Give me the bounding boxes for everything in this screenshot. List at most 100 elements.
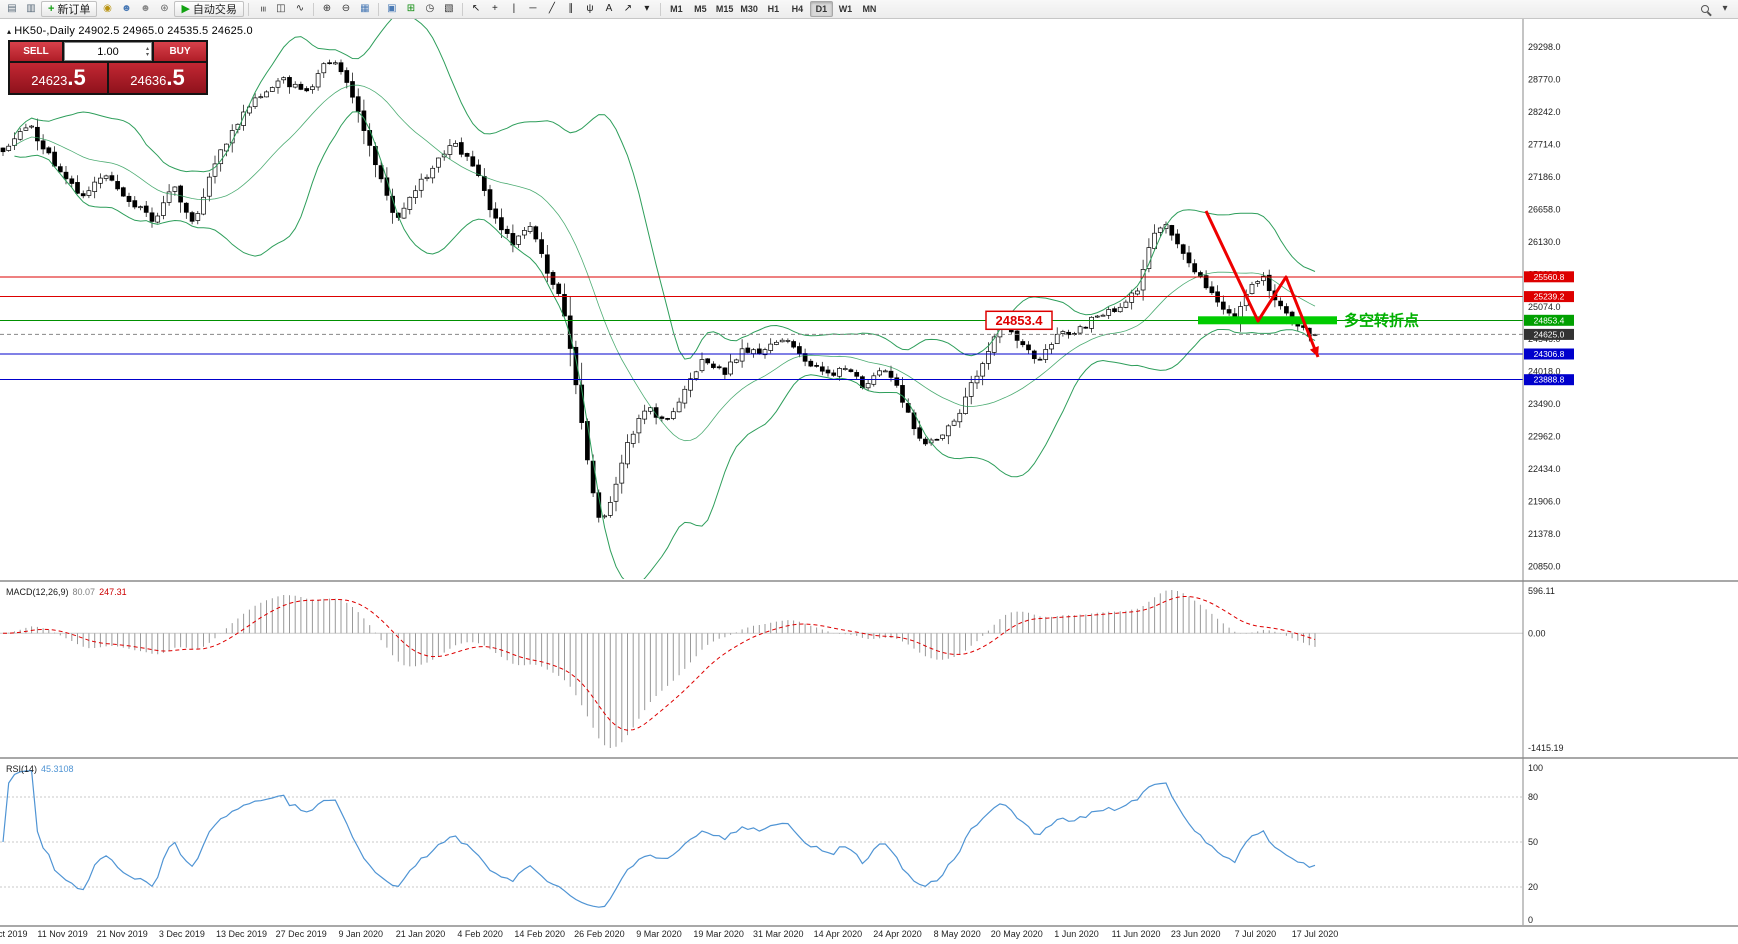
pane-separator[interactable] (0, 580, 1738, 582)
crosshair-button[interactable]: + (486, 1, 504, 17)
toolbar-menu-icon: ▾ (1722, 3, 1728, 14)
turning-point-zone[interactable] (1198, 316, 1337, 325)
templates-icon: ▧ (444, 3, 454, 14)
volume-input[interactable]: 1.00 ▴ ▾ (64, 42, 152, 61)
timeframe-w1-button[interactable]: W1 (838, 4, 853, 14)
sell-header-button[interactable]: SELL (10, 42, 62, 61)
svg-text:24853.4: 24853.4 (996, 313, 1044, 328)
indicators-button[interactable]: ⊞ (402, 1, 420, 17)
turning-point-caption[interactable]: 多空转折点 (1344, 311, 1419, 329)
objects-dropdown-button[interactable]: ▾ (638, 1, 656, 17)
price-annotation-label[interactable]: 24853.4 (985, 310, 1053, 331)
pane-separator[interactable] (0, 757, 1738, 759)
svg-text:28242.0: 28242.0 (1528, 107, 1561, 117)
svg-text:8 May 2020: 8 May 2020 (934, 929, 981, 939)
channel-button[interactable]: ∥ (562, 1, 580, 17)
zoom-in-button[interactable]: ⊕ (318, 1, 336, 17)
cursor-icon: ↖ (471, 3, 481, 14)
contacts-button[interactable]: ☻ (117, 1, 135, 17)
svg-text:7 Jul 2020: 7 Jul 2020 (1235, 929, 1277, 939)
vertical-line-icon: | (512, 3, 516, 14)
pitchfork-button[interactable]: ψ (581, 1, 599, 17)
svg-text:29298.0: 29298.0 (1528, 42, 1561, 52)
zoom-out-button[interactable]: ⊖ (337, 1, 355, 17)
candles-layer (0, 19, 1318, 579)
horizontal-line-button[interactable]: ─ (524, 1, 542, 17)
svg-text:21 Nov 2019: 21 Nov 2019 (97, 929, 148, 939)
cursor-button[interactable]: ↖ (467, 1, 485, 17)
rsi-name: RSI(14) (6, 764, 38, 774)
svg-text:20850.0: 20850.0 (1528, 562, 1561, 572)
tile-windows-icon: ▦ (360, 3, 370, 14)
chart-background (0, 19, 1738, 944)
toolbar-separator (247, 2, 249, 16)
new-chart-button[interactable]: ▤ (3, 1, 21, 17)
svg-text:3 Dec 2019: 3 Dec 2019 (159, 929, 205, 939)
chart-candles-button[interactable]: ◫ (272, 1, 290, 17)
chart-candles-icon: ◫ (276, 3, 286, 14)
svg-text:14 Apr 2020: 14 Apr 2020 (814, 929, 863, 939)
bollinger-upper-band (14, 19, 1316, 360)
trendline-button[interactable]: ╱ (543, 1, 561, 17)
zigzag-trend-arrow[interactable] (1204, 210, 1320, 358)
svg-text:21906.0: 21906.0 (1528, 497, 1561, 507)
market-button[interactable]: ⊛ (155, 1, 173, 17)
timeframe-mn-button[interactable]: MN (862, 4, 877, 14)
svg-text:25074.0: 25074.0 (1528, 302, 1561, 312)
toolbar-menu-button[interactable]: ▾ (1716, 1, 1734, 17)
zoom-in-icon: ⊕ (322, 3, 332, 14)
chart-bars-button[interactable]: ≡ (253, 1, 271, 17)
volume-down-icon[interactable]: ▾ (145, 51, 149, 58)
community-button[interactable]: ☻ (136, 1, 154, 17)
pane-separator[interactable] (0, 925, 1738, 927)
svg-text:27714.0: 27714.0 (1528, 139, 1561, 149)
timeframe-m5-button[interactable]: M5 (694, 4, 707, 14)
macd-histogram (8, 590, 1316, 748)
timeframe-h1-button[interactable]: H1 (767, 4, 780, 14)
buy-header-button[interactable]: BUY (154, 42, 206, 61)
timeframe-h4-button[interactable]: H4 (791, 4, 804, 14)
macd-axis-labels: 596.11 0.00 -1415.19 (1528, 586, 1564, 753)
svg-text:80: 80 (1528, 792, 1538, 802)
svg-text:100: 100 (1528, 763, 1543, 773)
svg-text:13 Dec 2019: 13 Dec 2019 (216, 929, 267, 939)
new-order-button-label: 新订单 (57, 4, 91, 16)
timeframe-d1-button[interactable]: D1 (809, 1, 833, 17)
timeframe-m1-button[interactable]: M1 (670, 4, 683, 14)
svg-text:20: 20 (1528, 882, 1538, 892)
tile-windows-button[interactable]: ▦ (356, 1, 374, 17)
volume-up-icon[interactable]: ▴ (145, 45, 149, 52)
macd-main-value: 80.07 (72, 587, 96, 597)
buy-price-button[interactable]: 24636.5 (109, 63, 206, 93)
object-search-button[interactable] (1696, 1, 1714, 17)
timeframe-m15-button[interactable]: M15 (715, 4, 734, 14)
channel-icon: ∥ (568, 3, 574, 14)
rsi-value: 45.3108 (41, 764, 74, 774)
svg-text:21 Jan 2020: 21 Jan 2020 (396, 929, 446, 939)
vertical-line-button[interactable]: | (505, 1, 523, 17)
svg-text:23888.8: 23888.8 (1534, 375, 1565, 385)
market-icon: ⊛ (160, 3, 169, 14)
svg-text:23490.0: 23490.0 (1528, 399, 1561, 409)
new-order-button[interactable]: + 新订单 (41, 1, 98, 17)
chart-canvas[interactable]: 29298.0 28770.0 28242.0 27714.0 27186.0 26658… (0, 19, 1738, 944)
zoom-out-icon: ⊖ (341, 3, 351, 14)
timeframe-m30-button[interactable]: M30 (740, 4, 758, 14)
cascade-windows-button[interactable]: ▣ (383, 1, 401, 17)
periods-button[interactable]: ◷ (421, 1, 439, 17)
svg-text:14 Feb 2020: 14 Feb 2020 (514, 929, 565, 939)
svg-text:26658.0: 26658.0 (1528, 204, 1561, 214)
alerts-button[interactable]: ◉ (98, 1, 116, 17)
profiles-button[interactable]: ▥ (22, 1, 40, 17)
collapse-trade-panel-icon[interactable]: ▴ (7, 27, 12, 36)
text-label-button[interactable]: A (600, 1, 618, 17)
svg-text:0.00: 0.00 (1528, 628, 1546, 638)
svg-text:20 May 2020: 20 May 2020 (991, 929, 1043, 939)
horizontal-level-lines[interactable] (0, 276, 1523, 381)
sell-price-button[interactable]: 24623.5 (10, 63, 107, 93)
chart-line-button[interactable]: ∿ (291, 1, 309, 17)
toolbar-separator (312, 2, 314, 16)
autotrading-button[interactable]: ▶ 自动交易 (174, 1, 244, 17)
arrows-button[interactable]: ↗ (619, 1, 637, 17)
templates-button[interactable]: ▧ (440, 1, 458, 17)
